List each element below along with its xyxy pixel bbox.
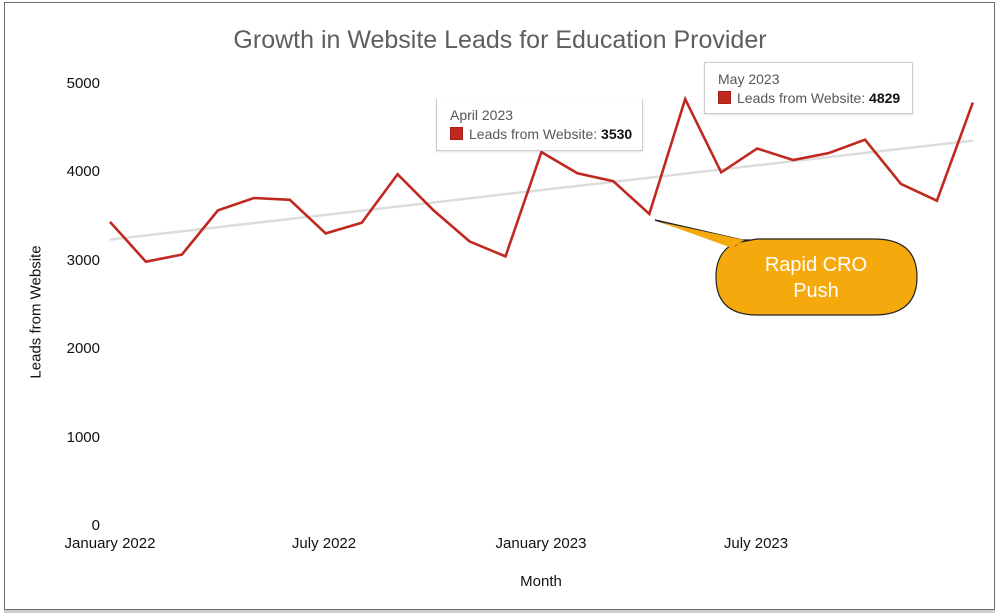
tooltip-row: Leads from Website: 3530 <box>450 126 632 142</box>
series-swatch-icon <box>450 127 463 140</box>
tooltip-row: Leads from Website: 4829 <box>718 90 900 106</box>
x-axis-label: Month <box>520 573 562 590</box>
tooltip-label: Leads from Website <box>469 126 594 142</box>
y-tick-5000: 5000 <box>66 75 100 92</box>
x-tick-jan-2023: January 2023 <box>495 535 587 552</box>
y-tick-4000: 4000 <box>66 163 100 180</box>
y-tick-2000: 2000 <box>66 340 100 357</box>
y-tick-3000: 3000 <box>66 252 100 269</box>
tooltip-may-2023: May 2023 Leads from Website: 4829 <box>704 62 913 114</box>
callout-text: Rapid CRO Push <box>764 254 868 302</box>
callout-pointer-fill <box>660 222 744 248</box>
x-tick-jul-2022: July 2022 <box>291 535 357 552</box>
callout-bubble-body <box>715 238 918 316</box>
chart-title: Growth in Website Leads for Education Pr… <box>233 26 767 54</box>
tooltip-title: May 2023 <box>718 71 780 87</box>
y-tick-1000: 1000 <box>66 429 100 446</box>
y-tick-0: 0 <box>91 517 100 534</box>
tooltip-title: April 2023 <box>450 107 514 123</box>
tooltip-april-2023: April 2023 Leads from Website: 3530 <box>436 99 643 151</box>
x-tick-jul-2023: July 2023 <box>723 535 789 552</box>
series-swatch-icon <box>718 91 731 104</box>
tooltip-label: Leads from Website <box>737 90 862 106</box>
trendline <box>109 139 973 241</box>
tooltip-value: 3530 <box>601 126 633 142</box>
x-tick-jan-2022: January 2022 <box>64 535 156 552</box>
tooltip-value: 4829 <box>869 90 901 106</box>
leads-line[interactable] <box>109 95 975 264</box>
